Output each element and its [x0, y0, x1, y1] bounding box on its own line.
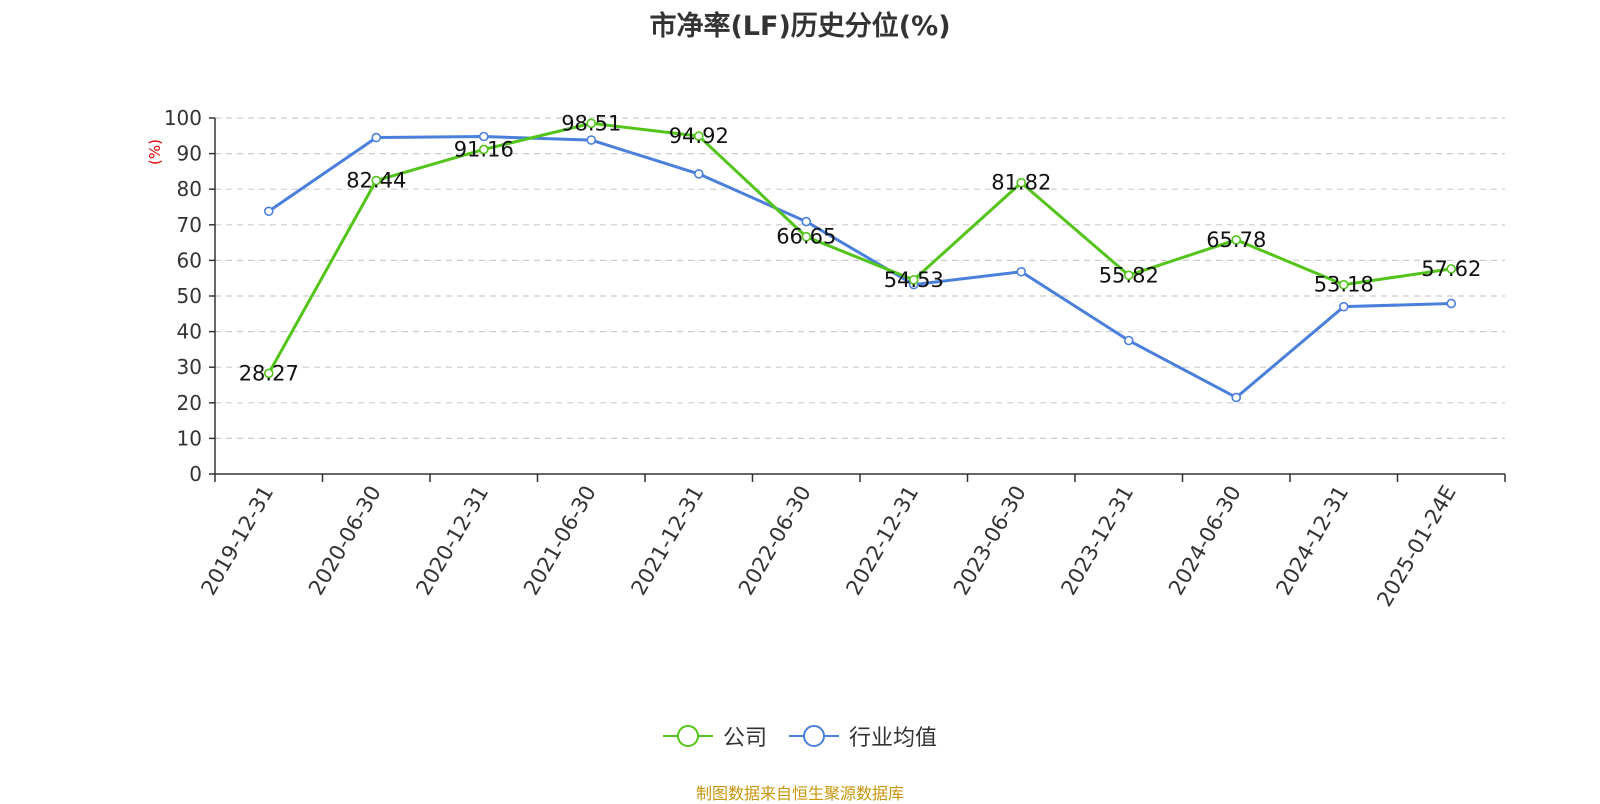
data-labels: 28.27 82.44 91.16 98.51 94.92 66.65 54.53 81.82…: [239, 111, 1482, 385]
data-point: [586, 135, 597, 145]
data-label: 82.44: [346, 169, 406, 193]
data-label: 57.62: [1421, 257, 1481, 281]
x-tick-label: 2020-12-31: [411, 482, 493, 600]
x-tick-label: 2020-06-30: [304, 482, 386, 600]
data-point: [586, 118, 597, 129]
y-tick-label: 80: [177, 177, 202, 201]
legend-item-0[interactable]: 公司: [662, 720, 767, 752]
chart-title: 市净率(LF)历史分位(%): [649, 11, 951, 42]
x-tick-label: 2023-06-30: [949, 482, 1031, 600]
legend-line-marker-icon: [662, 725, 713, 747]
data-point: [1338, 279, 1349, 290]
data-point: [693, 169, 704, 179]
data-label: 66.65: [776, 225, 836, 249]
x-tick-label: 2021-06-30: [519, 482, 601, 600]
data-point: [1231, 392, 1242, 403]
data-point: [1123, 270, 1134, 281]
x-tick-label: 2021-12-31: [626, 482, 708, 600]
y-axis-label: (%): [146, 139, 164, 165]
y-tick-label: 40: [177, 320, 202, 344]
data-point: [371, 132, 382, 143]
y-tick-label: 50: [177, 284, 202, 308]
data-label: 55.82: [1099, 263, 1159, 287]
data-point: [1338, 301, 1349, 312]
data-point: [1123, 335, 1134, 346]
x-tick-label: 2023-12-31: [1056, 482, 1138, 600]
x-tick-label: 2022-06-30: [734, 482, 816, 600]
series-line-0: [267, 121, 1452, 375]
data-point: [1016, 177, 1027, 188]
data-label: 53.18: [1314, 273, 1374, 297]
data-point: [371, 175, 382, 186]
y-tick-label: 60: [177, 248, 202, 272]
y-tick-label: 90: [177, 142, 202, 166]
data-label: 98.51: [561, 111, 621, 135]
data-point: [1446, 298, 1457, 309]
legend-line-marker-icon: [789, 725, 839, 747]
gridlines: [215, 117, 1505, 439]
legend-label: 行业均值: [849, 726, 938, 751]
legend: 公司 行业均值: [0, 720, 1600, 752]
data-label: 65.78: [1206, 228, 1266, 252]
x-tick-label: 2024-12-31: [1271, 482, 1353, 600]
legend-item-1[interactable]: 行业均值: [789, 720, 937, 752]
data-point: [263, 206, 274, 217]
y-tick-label: 20: [177, 391, 202, 415]
data-label: 81.82: [991, 171, 1051, 195]
y-tick-label: 0: [189, 462, 202, 486]
data-point: [1016, 266, 1027, 277]
data-point: [801, 231, 812, 242]
data-label: 28.27: [239, 361, 299, 385]
series-line-1: [267, 135, 1452, 399]
data-point: [478, 131, 489, 142]
data-label: 91.16: [454, 137, 514, 161]
data-point: [1231, 235, 1242, 245]
series: [263, 118, 1457, 403]
data-point: [908, 275, 919, 285]
y-tick-label: 100: [164, 106, 202, 130]
data-point: [1446, 264, 1457, 274]
y-tick-label: 10: [177, 426, 202, 450]
x-tick-label: 2022-12-31: [841, 482, 923, 600]
y-tick-label: 70: [177, 213, 202, 237]
data-point: [693, 131, 704, 141]
data-label: 54.53: [884, 268, 944, 292]
x-tick-label: 2025-01-24E: [1372, 482, 1460, 611]
data-point: [478, 144, 489, 155]
legend-label: 公司: [722, 726, 767, 751]
x-tick-label: 2024-06-30: [1164, 482, 1246, 600]
data-label: 94.92: [669, 124, 729, 148]
source-note: 制图数据来自恒生聚源数据库: [695, 784, 904, 803]
data-point: [801, 216, 812, 227]
data-point: [263, 368, 274, 379]
y-tick-label: 30: [177, 355, 202, 379]
x-tick-label: 2019-12-31: [196, 482, 278, 600]
